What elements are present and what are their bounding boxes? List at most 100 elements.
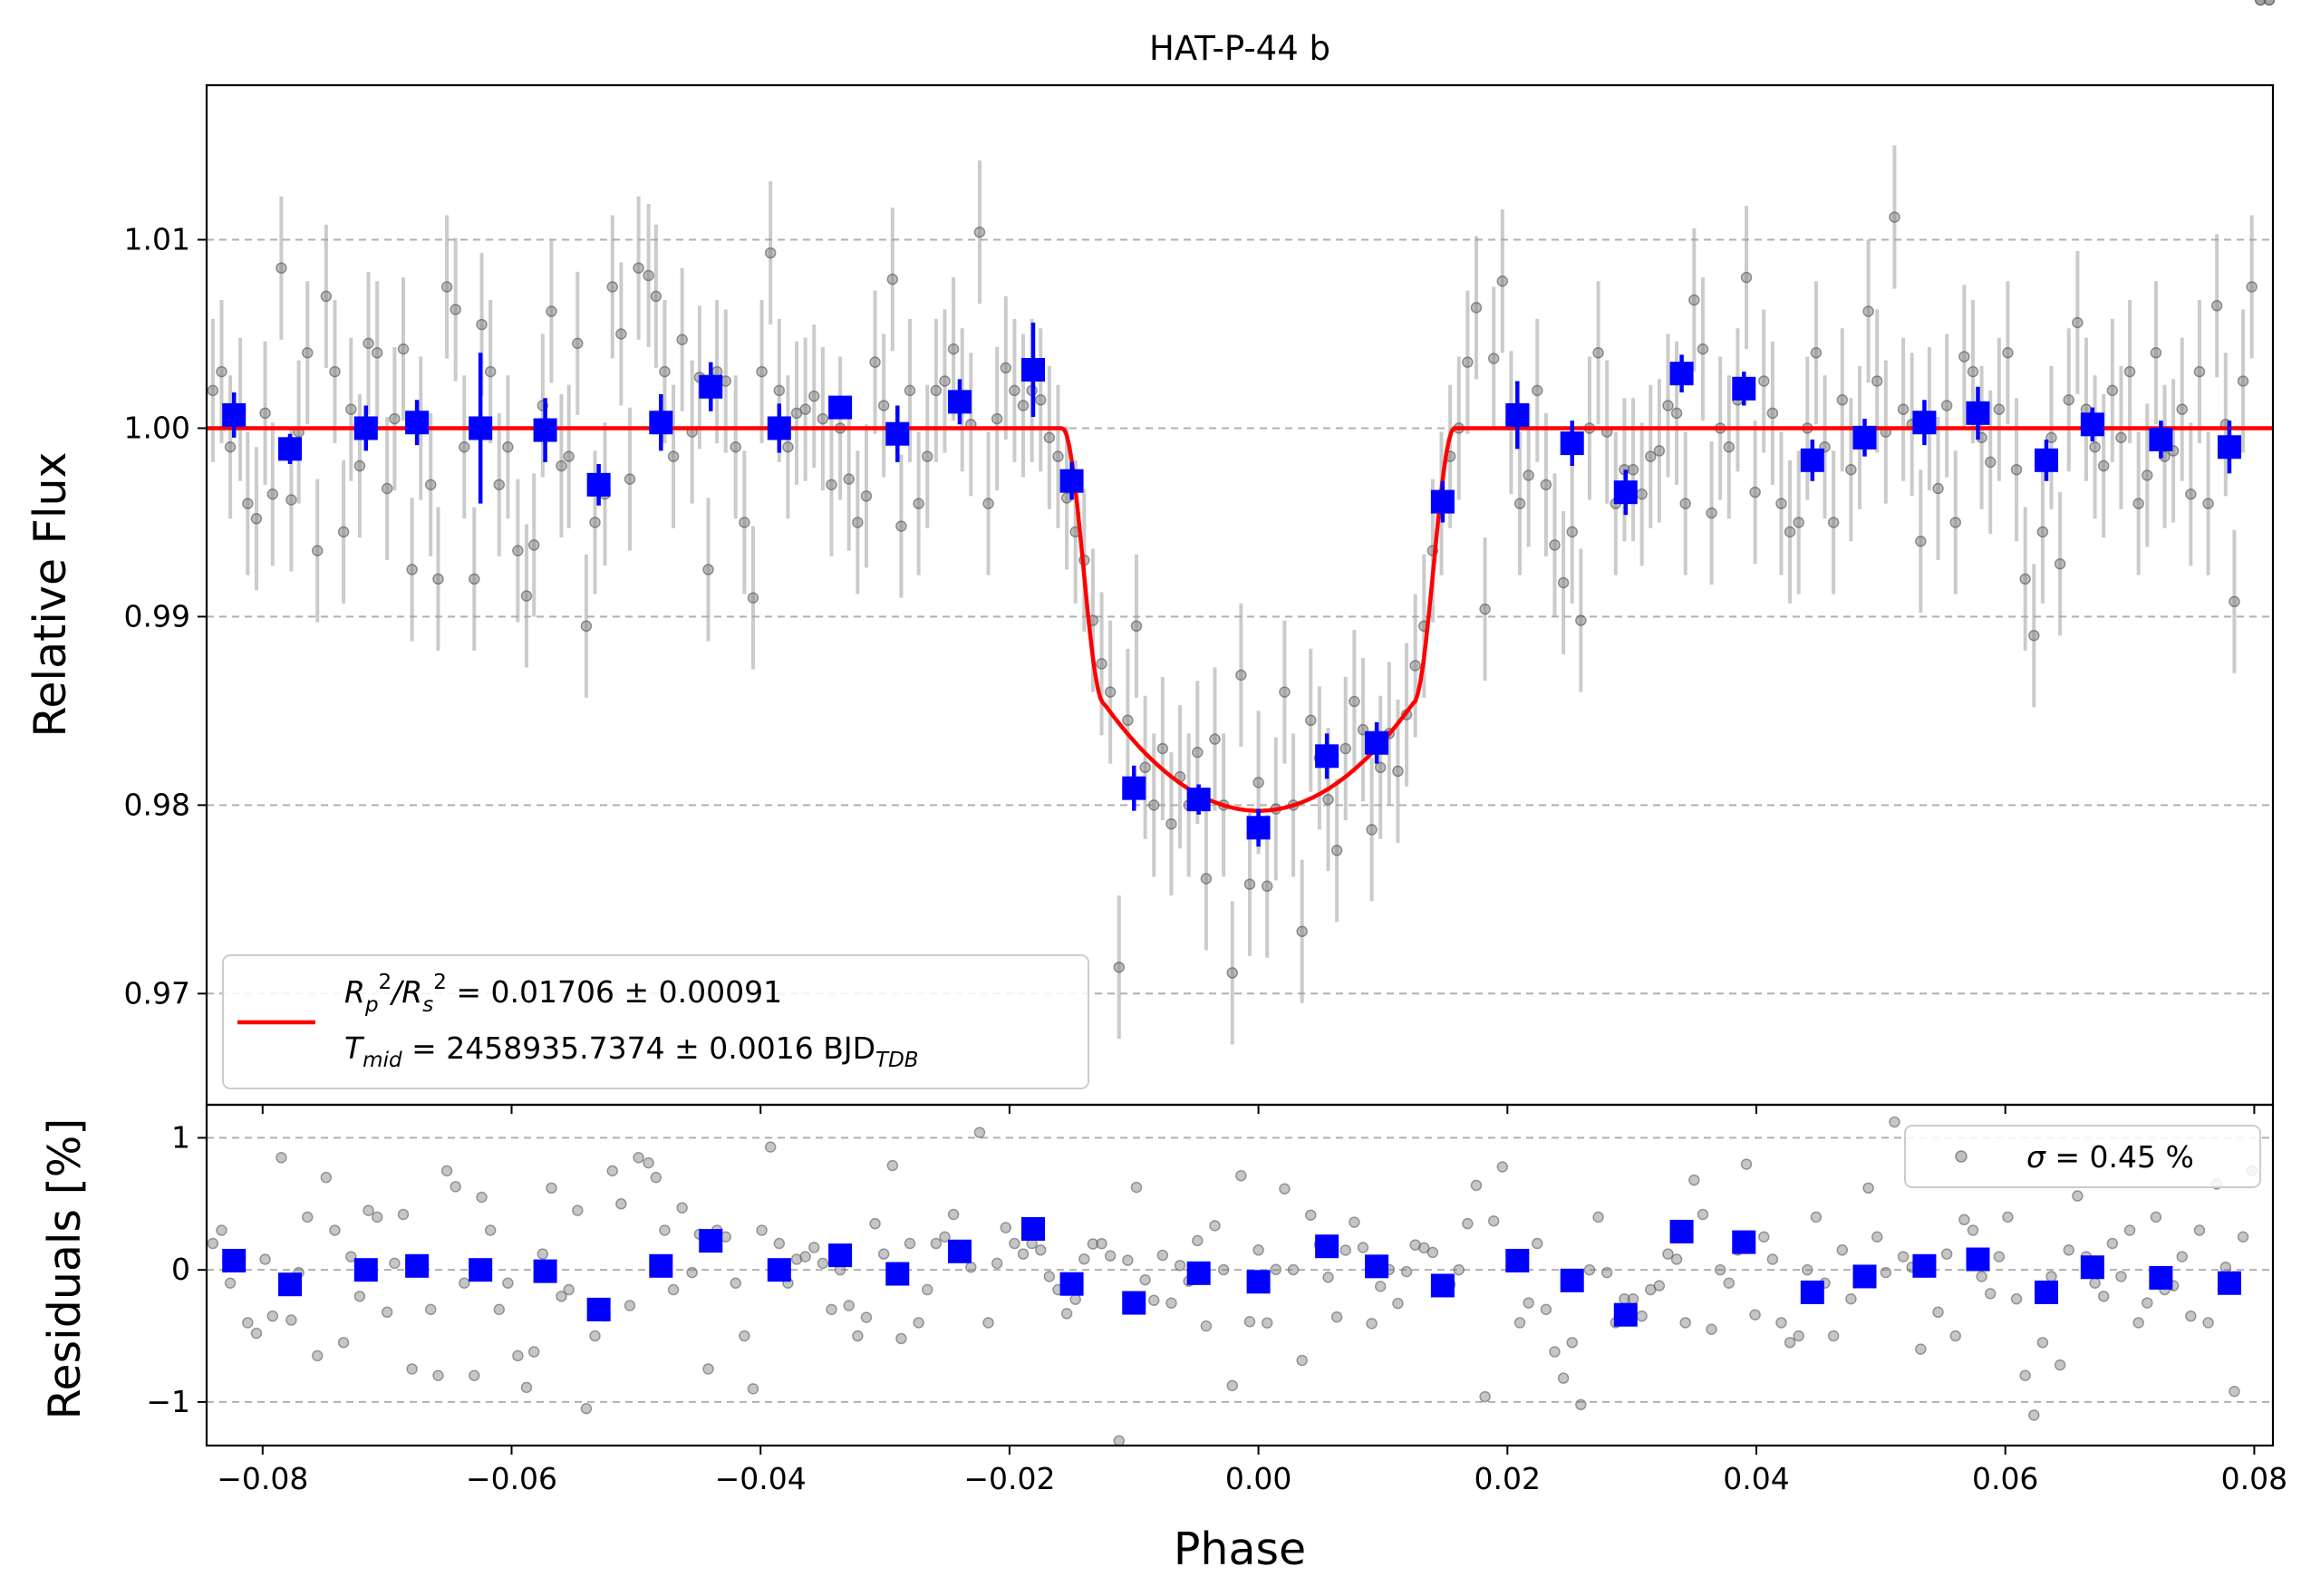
residual-raw-point [363, 1204, 374, 1216]
raw-point [2142, 469, 2153, 481]
binned-point [278, 437, 303, 461]
raw-point [520, 590, 533, 602]
raw-point [2019, 573, 2031, 585]
raw-point [2193, 365, 2206, 378]
residual-raw-point [1889, 1116, 1900, 1128]
residual-raw-point [1592, 1211, 1604, 1224]
residual-binned-point [469, 1258, 493, 1282]
residual-raw-point [406, 1363, 418, 1375]
binned-point [1505, 402, 1530, 427]
raw-point [580, 620, 593, 633]
residual-raw-point [2045, 1271, 2057, 1282]
residual-raw-point [817, 1257, 829, 1270]
residual-raw-point [1400, 1265, 1413, 1278]
raw-point [527, 539, 540, 551]
residual-raw-point [606, 1165, 619, 1177]
raw-point [1897, 403, 1910, 415]
residual-raw-point [904, 1237, 916, 1250]
raw-point [302, 347, 314, 359]
residual-raw-point [1984, 1288, 1997, 1300]
residual-raw-point [2185, 1310, 2197, 1322]
raw-point [1540, 479, 1552, 491]
residual-raw-point [1009, 1237, 1020, 1250]
raw-point [1670, 407, 1683, 420]
residual-raw-point [1296, 1354, 1308, 1367]
raw-point [1339, 742, 1351, 755]
residual-raw-point [1139, 1274, 1151, 1286]
x-tick-label: 0.08 [2221, 1461, 2287, 1496]
binned-data-points [222, 323, 2241, 847]
binned-point [947, 390, 972, 414]
residual-raw-point [1940, 1248, 1953, 1260]
raw-point [371, 347, 383, 359]
x-tick-label: 0.00 [1225, 1461, 1291, 1496]
residual-raw-point [1993, 1251, 2006, 1262]
residual-raw-point [216, 1224, 227, 1236]
top-y-ticks: 0.97 0.98 0.99 1.00 1.01 [124, 222, 207, 1011]
raw-point [266, 488, 279, 500]
residual-raw-point [1653, 1280, 1666, 1291]
residual-raw-point [799, 1251, 811, 1262]
raw-point [773, 384, 786, 397]
raw-point [702, 564, 714, 576]
residual-raw-point [572, 1204, 584, 1216]
residual-raw-point [2202, 1317, 2214, 1329]
residual-raw-point [371, 1211, 383, 1224]
raw-point [676, 334, 688, 345]
residual-raw-point [1270, 1263, 1282, 1276]
raw-point [886, 273, 899, 285]
residual-raw-point [1932, 1306, 1944, 1319]
residual-raw-point [440, 1165, 453, 1177]
raw-point [1122, 714, 1134, 727]
residual-raw-point [1366, 1318, 1378, 1330]
binned-point [353, 416, 378, 440]
residual-binned-points [222, 1216, 2241, 1327]
binned-point [767, 416, 791, 440]
residual-raw-point [2263, 0, 2276, 6]
raw-point [1165, 817, 1177, 830]
raw-point [397, 343, 410, 355]
raw-point [1592, 347, 1604, 359]
residual-raw-point [973, 1127, 986, 1138]
residual-binned-point [1800, 1280, 1824, 1304]
residual-raw-point [345, 1251, 357, 1262]
residual-raw-point [381, 1306, 393, 1319]
raw-point [469, 573, 480, 585]
binned-point [1246, 816, 1271, 840]
residual-raw-point [1706, 1323, 1717, 1336]
residual-raw-point [1897, 1251, 1910, 1262]
raw-point [1740, 271, 1753, 284]
residual-raw-point [1104, 1250, 1117, 1262]
residual-binned-point [1430, 1273, 1455, 1298]
residual-raw-point [266, 1310, 279, 1322]
raw-point [2036, 526, 2049, 538]
residual-raw-point [2072, 1190, 2084, 1202]
residual-raw-point [2089, 1277, 2101, 1289]
raw-point [1296, 925, 1308, 937]
raw-point [459, 441, 470, 453]
raw-point [224, 441, 237, 453]
raw-point [1915, 535, 1927, 547]
residual-binned-point [649, 1253, 673, 1278]
raw-point [895, 520, 907, 532]
residual-binned-point [2149, 1265, 2173, 1290]
residual-raw-point [484, 1224, 497, 1236]
raw-point [1096, 658, 1107, 670]
residual-raw-point [667, 1283, 680, 1296]
binned-point [1059, 469, 1084, 493]
binned-point [1430, 489, 1455, 514]
residual-raw-point [991, 1257, 1003, 1270]
raw-point [2176, 403, 2188, 415]
raw-point [1793, 517, 1804, 528]
y-tick-label: 0.99 [124, 598, 190, 634]
raw-point [440, 281, 453, 293]
residual-raw-point [493, 1303, 506, 1316]
residual-binned-point [699, 1229, 723, 1253]
y-tick-label: 0 [171, 1252, 190, 1287]
residual-raw-point [512, 1349, 524, 1362]
raw-point [1513, 498, 1526, 509]
residual-raw-point [389, 1257, 401, 1270]
residual-raw-point [1479, 1390, 1491, 1403]
residual-raw-point [1034, 1244, 1047, 1256]
